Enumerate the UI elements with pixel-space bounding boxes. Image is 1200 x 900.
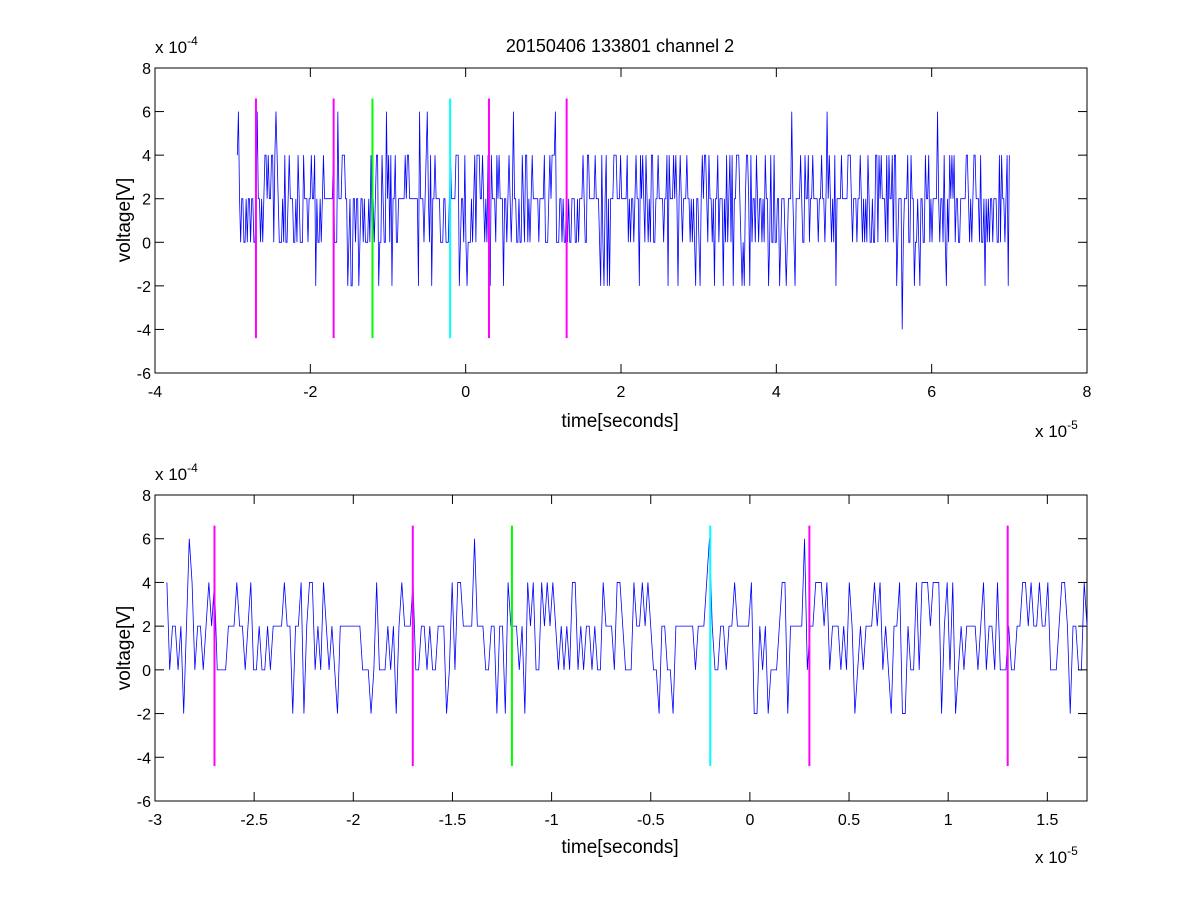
x-tick-label: 6 [927, 384, 936, 401]
y-tick-label: -4 [137, 322, 151, 339]
top-plot-xticks: -4 -2 0 2 4 6 8 [148, 68, 1092, 401]
x-tick-label: -2.5 [240, 812, 268, 829]
bottom-plot-xticks: -3 -2.5 -2 -1.5 -1 -0.5 0 0.5 1 1.5 [148, 495, 1059, 829]
y-tick-label: 4 [142, 148, 151, 165]
bottom-plot: -3 -2.5 -2 -1.5 -1 -0.5 0 0.5 1 1.5 -6 -4 -2 0 2 4 6 8 t… [114, 461, 1088, 867]
top-plot-y-exponent: x 10-4 [155, 34, 198, 57]
x-tick-label: -1 [544, 812, 558, 829]
x-tick-label: 8 [1083, 384, 1092, 401]
y-tick-label: 8 [142, 61, 151, 78]
x-tick-label: -3 [148, 812, 162, 829]
top-plot-xlabel: time[seconds] [561, 411, 678, 432]
x-tick-label: 1 [944, 812, 953, 829]
bottom-plot-yticks: -6 -4 -2 0 2 4 6 8 [137, 488, 1087, 811]
bottom-plot-markers-group [213, 525, 1009, 767]
top-plot-markers-group [254, 98, 568, 339]
y-tick-label: 8 [142, 488, 151, 505]
y-tick-label: 4 [142, 575, 151, 592]
x-tick-label: 0 [461, 384, 470, 401]
x-tick-label: 0 [745, 812, 754, 829]
bottom-plot-ylabel: voltage[V] [114, 606, 135, 691]
figure-title: 20150406 133801 channel 2 [506, 36, 734, 56]
x-tick-label: 2 [617, 384, 626, 401]
y-tick-label: -6 [137, 794, 151, 811]
x-tick-label: 4 [772, 384, 781, 401]
bottom-plot-y-exponent: x 10-4 [155, 461, 198, 484]
bottom-plot-axes-box [154, 494, 1088, 802]
bottom-plot-signal-group [166, 538, 1088, 714]
x-tick-label: -1.5 [439, 812, 467, 829]
signal-trace [166, 538, 1088, 714]
x-tick-label: -2 [346, 812, 360, 829]
signal-trace [236, 111, 1010, 330]
top-plot-x-exponent: x 10-5 [1035, 418, 1078, 441]
x-tick-label: -2 [303, 384, 317, 401]
bottom-plot-x-exponent: x 10-5 [1035, 844, 1078, 867]
y-tick-label: -2 [137, 707, 151, 724]
y-tick-label: 2 [142, 192, 151, 209]
y-tick-label: -4 [137, 750, 151, 767]
x-tick-label: 1.5 [1036, 812, 1058, 829]
y-tick-label: 0 [142, 663, 151, 680]
y-tick-label: -2 [137, 279, 151, 296]
bottom-plot-xlabel: time[seconds] [561, 837, 678, 858]
top-plot-ylabel: voltage[V] [114, 178, 135, 263]
y-tick-label: 0 [142, 235, 151, 252]
y-tick-label: 2 [142, 619, 151, 636]
y-tick-label: 6 [142, 105, 151, 122]
x-tick-label: -4 [148, 384, 162, 401]
x-tick-label: 0.5 [838, 812, 860, 829]
top-plot-signal-group [236, 111, 1010, 330]
y-tick-label: -6 [137, 366, 151, 383]
top-plot-yticks: -6 -4 -2 0 2 4 6 8 [137, 61, 1087, 383]
y-tick-label: 6 [142, 532, 151, 549]
x-tick-label: -0.5 [637, 812, 665, 829]
